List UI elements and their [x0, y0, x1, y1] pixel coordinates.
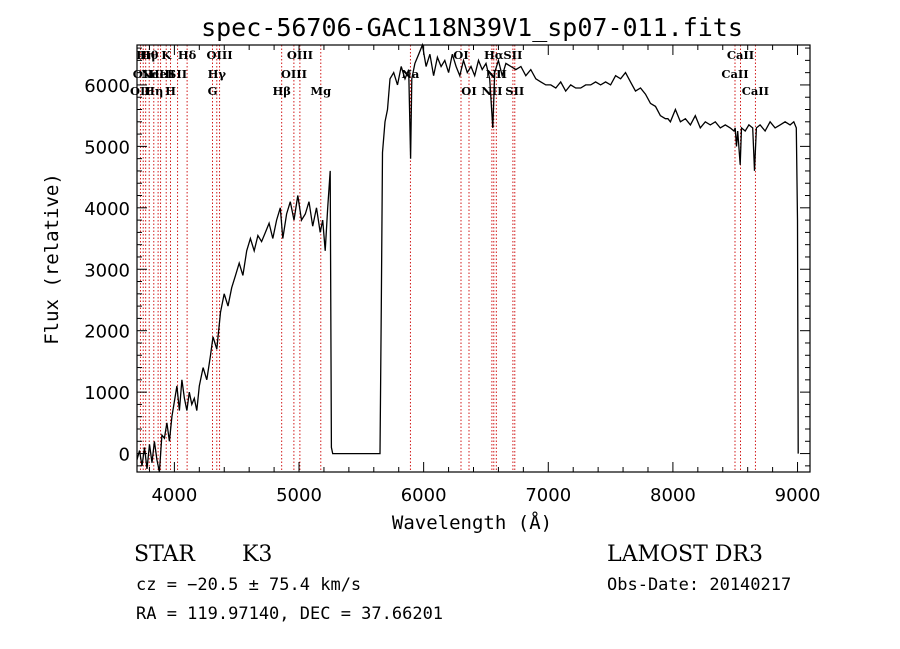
spectral-line-label: Hθ — [140, 48, 159, 62]
spectral-line-markers — [139, 45, 756, 472]
y-tick-label: 1000 — [84, 383, 130, 404]
spectral-line-label: Hδ — [178, 48, 197, 62]
y-tick-label: 3000 — [84, 260, 130, 281]
spectral-line-labels: OIIOIIHηHθHηNeIIIHeIKHSIIHδGHγOIIIHβOIII… — [130, 48, 769, 98]
y-tick-label: 4000 — [84, 199, 130, 220]
spectral-line-label: NII — [486, 67, 507, 81]
spectral-line-label: OIII — [207, 48, 233, 62]
coordinates: RA = 119.97140, DEC = 37.66201 — [136, 604, 443, 624]
spectral-line-label: Hγ — [208, 67, 227, 81]
y-tick-label: 6000 — [84, 76, 130, 97]
spectral-line-label: NII — [481, 84, 502, 98]
survey-label: LAMOST DR3 — [607, 542, 763, 567]
object-class: STAR — [134, 542, 196, 567]
spectral-line-label: Hη — [136, 48, 155, 62]
spectral-line-label: Hβ — [272, 84, 291, 98]
axis-ticks: 4000 5000 6000 7000 8000 9000 0 1000 2000 3000 400… — [84, 45, 820, 506]
spectral-line-label: CaII — [727, 48, 754, 62]
spectral-line-label: OI — [461, 84, 476, 98]
x-tick-label: 4000 — [151, 485, 197, 506]
y-tick-label: 2000 — [84, 322, 130, 343]
spectral-line-label: K — [161, 48, 172, 62]
y-axis-label: Flux (relative) — [41, 173, 63, 345]
y-tick-label: 0 — [119, 445, 130, 466]
x-tick-label: 6000 — [401, 485, 447, 506]
chart-title: spec-56706-GAC118N39V1_sp07-011.fits — [201, 13, 743, 42]
spectral-line-label: SII — [503, 48, 522, 62]
spectral-line-label: SII — [505, 84, 524, 98]
x-axis-label: Wavelength (Å) — [392, 511, 552, 534]
spectral-line-label: OI — [453, 48, 468, 62]
spectral-line-label: CaII — [742, 84, 769, 98]
spectral-line-label: H — [165, 84, 176, 98]
spectral-line-label: NeIII — [141, 67, 175, 81]
spectral-line-label: CaII — [721, 67, 748, 81]
redshift-velocity: cz = −20.5 ± 75.4 km/s — [136, 575, 361, 595]
spectral-line-label: OIII — [287, 48, 313, 62]
spectral-line-label: Mg — [310, 84, 331, 98]
x-tick-label: 7000 — [525, 485, 571, 506]
spectral-line-label: G — [208, 84, 218, 98]
spectral-line-label: Hα — [484, 48, 504, 62]
x-tick-label: 5000 — [276, 485, 322, 506]
spectral-line-label: OII — [133, 67, 154, 81]
spectral-line-label: Hη — [144, 84, 163, 98]
x-tick-label: 8000 — [650, 485, 696, 506]
spectral-line-label: OIII — [281, 67, 307, 81]
y-tick-label: 5000 — [84, 137, 130, 158]
x-tick-label: 9000 — [775, 485, 821, 506]
spectral-line-label: OII — [130, 84, 151, 98]
spectral-line-label: HeI — [149, 67, 173, 81]
spectral-line-label: SII — [168, 67, 187, 81]
observation-date: Obs-Date: 20140217 — [607, 575, 791, 595]
object-subclass: K3 — [242, 542, 272, 567]
spectrum-series — [136, 42, 799, 473]
plot-area-frame — [136, 44, 811, 473]
